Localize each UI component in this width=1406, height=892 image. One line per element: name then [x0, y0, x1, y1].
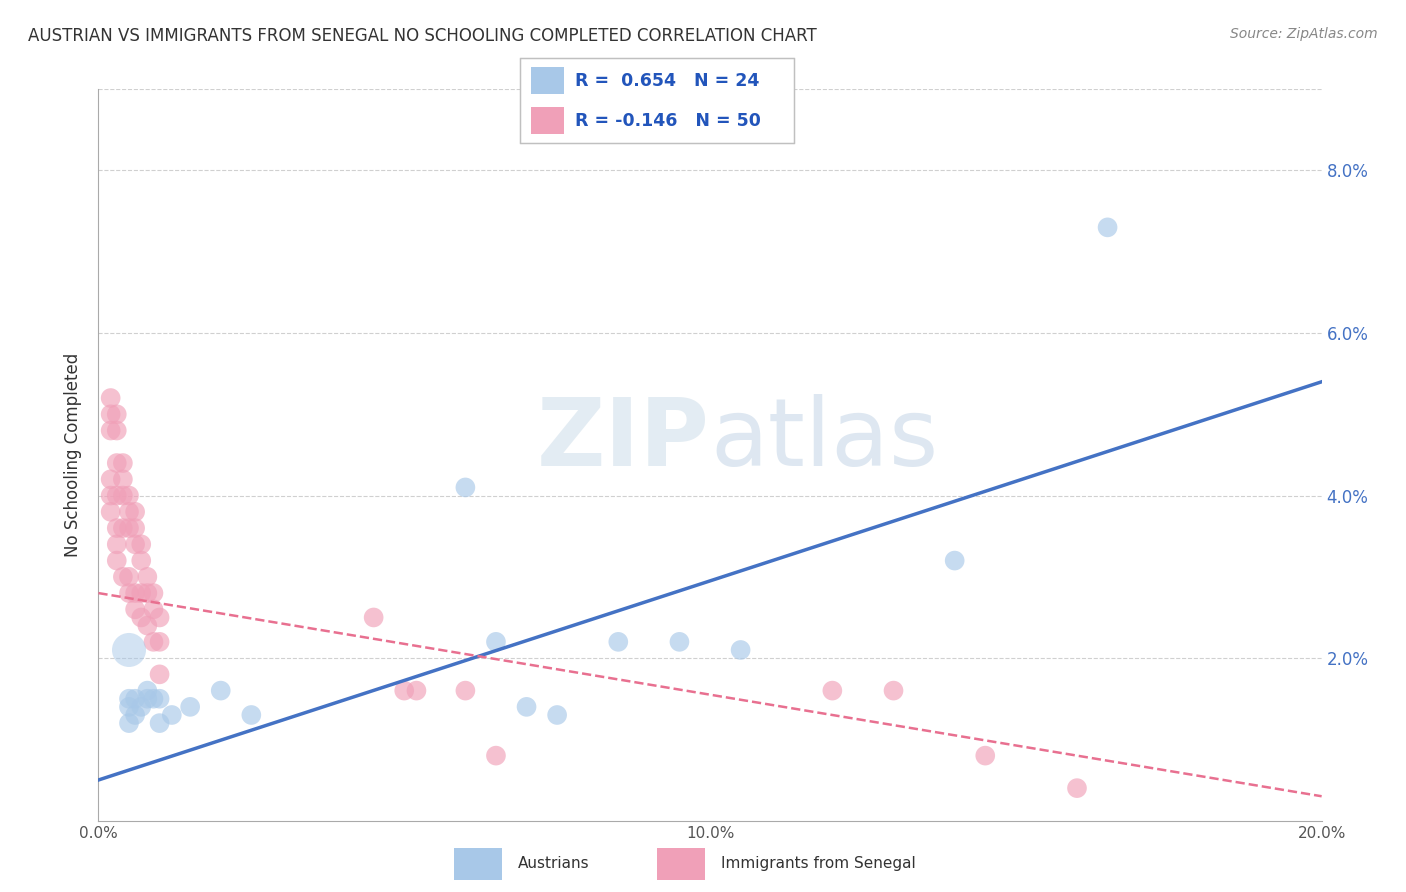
- FancyBboxPatch shape: [657, 848, 704, 880]
- Point: [730, 643, 752, 657]
- Point: [100, 407, 122, 421]
- Point: [118, 691, 141, 706]
- Point: [149, 635, 172, 649]
- Text: R =  0.654   N = 24: R = 0.654 N = 24: [575, 72, 759, 90]
- Point: [136, 570, 159, 584]
- Point: [118, 586, 141, 600]
- Point: [105, 521, 128, 535]
- Point: [136, 618, 159, 632]
- Point: [118, 505, 141, 519]
- Point: [129, 610, 152, 624]
- Point: [105, 456, 128, 470]
- Point: [607, 635, 630, 649]
- Point: [129, 699, 152, 714]
- Point: [105, 407, 128, 421]
- Point: [160, 708, 183, 723]
- Point: [363, 610, 385, 624]
- Point: [821, 683, 844, 698]
- Text: R = -0.146   N = 50: R = -0.146 N = 50: [575, 112, 761, 129]
- Point: [100, 472, 122, 486]
- Text: atlas: atlas: [710, 394, 938, 486]
- Point: [124, 691, 146, 706]
- Point: [105, 424, 128, 438]
- Point: [974, 748, 997, 763]
- Point: [118, 699, 141, 714]
- Point: [111, 570, 134, 584]
- Point: [1066, 781, 1088, 796]
- Point: [129, 553, 152, 567]
- Point: [111, 521, 134, 535]
- Point: [118, 716, 141, 731]
- Point: [136, 691, 159, 706]
- Text: Source: ZipAtlas.com: Source: ZipAtlas.com: [1230, 27, 1378, 41]
- Text: AUSTRIAN VS IMMIGRANTS FROM SENEGAL NO SCHOOLING COMPLETED CORRELATION CHART: AUSTRIAN VS IMMIGRANTS FROM SENEGAL NO S…: [28, 27, 817, 45]
- Point: [485, 748, 508, 763]
- Point: [118, 489, 141, 503]
- Point: [105, 489, 128, 503]
- FancyBboxPatch shape: [531, 67, 564, 95]
- Point: [392, 683, 416, 698]
- Point: [136, 586, 159, 600]
- Point: [124, 586, 146, 600]
- Point: [149, 716, 172, 731]
- Text: Immigrants from Senegal: Immigrants from Senegal: [721, 855, 915, 871]
- Point: [100, 391, 122, 405]
- Point: [124, 537, 146, 551]
- Point: [149, 610, 172, 624]
- Point: [240, 708, 263, 723]
- Point: [118, 643, 141, 657]
- Point: [118, 521, 141, 535]
- Point: [485, 635, 508, 649]
- Point: [454, 683, 477, 698]
- Point: [1097, 220, 1119, 235]
- Point: [142, 691, 165, 706]
- Point: [105, 537, 128, 551]
- Point: [149, 691, 172, 706]
- Point: [105, 553, 128, 567]
- Point: [142, 602, 165, 616]
- FancyBboxPatch shape: [531, 107, 564, 134]
- FancyBboxPatch shape: [454, 848, 502, 880]
- Point: [454, 480, 477, 494]
- Point: [516, 699, 538, 714]
- Point: [111, 472, 134, 486]
- Point: [142, 586, 165, 600]
- Point: [209, 683, 232, 698]
- Point: [100, 505, 122, 519]
- Point: [111, 456, 134, 470]
- Point: [149, 667, 172, 681]
- Y-axis label: No Schooling Completed: No Schooling Completed: [65, 353, 83, 557]
- Point: [111, 489, 134, 503]
- Point: [546, 708, 568, 723]
- Point: [668, 635, 690, 649]
- Point: [142, 635, 165, 649]
- Point: [405, 683, 427, 698]
- Text: ZIP: ZIP: [537, 394, 710, 486]
- Point: [883, 683, 905, 698]
- Point: [118, 570, 141, 584]
- Point: [124, 521, 146, 535]
- Point: [179, 699, 201, 714]
- Point: [124, 708, 146, 723]
- Point: [100, 424, 122, 438]
- Point: [124, 505, 146, 519]
- Point: [129, 586, 152, 600]
- Point: [943, 553, 966, 567]
- Point: [129, 537, 152, 551]
- Point: [136, 683, 159, 698]
- Point: [100, 489, 122, 503]
- Point: [124, 602, 146, 616]
- Text: Austrians: Austrians: [517, 855, 589, 871]
